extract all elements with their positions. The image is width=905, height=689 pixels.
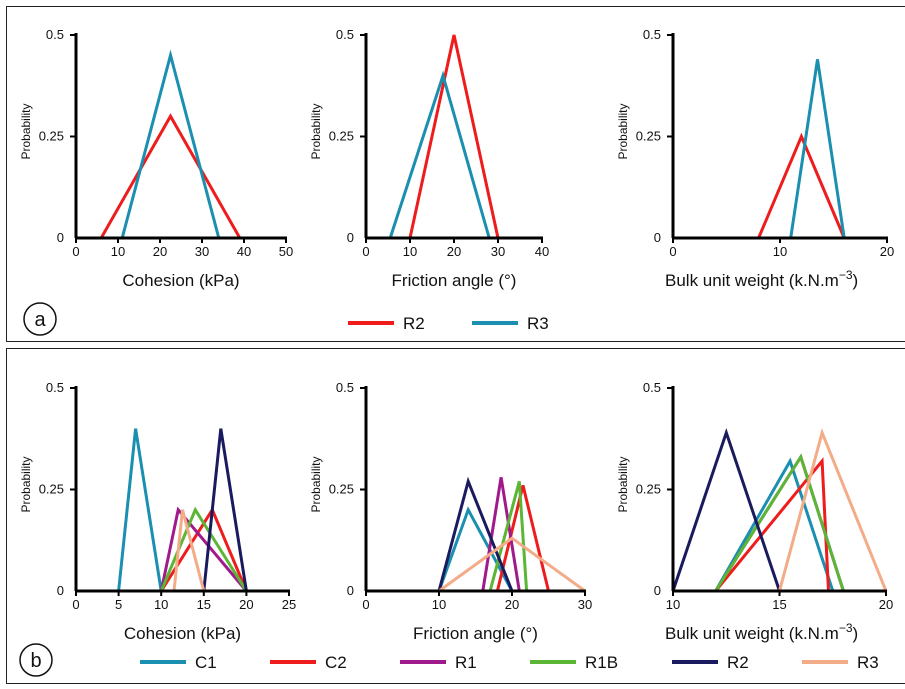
legend-label-r2: R2 [403, 314, 425, 333]
x-tick-label: 30 [491, 244, 505, 259]
x-tick-label: 10 [154, 597, 168, 612]
x-tick-label: 50 [279, 244, 293, 259]
x-tick-label: 10 [666, 597, 680, 612]
x-tick-label: 0 [72, 597, 79, 612]
x-axis-label-end: ) [853, 271, 859, 290]
x-tick-label: 20 [153, 244, 167, 259]
x-tick-label: 0 [669, 244, 676, 259]
x-axis-label: Bulk unit weight (k.N.m−3) [665, 268, 858, 290]
x-tick-label: 20 [447, 244, 461, 259]
y-tick-label: 0.5 [643, 27, 661, 42]
x-axis-label: Friction angle (°) [413, 624, 538, 643]
panel-label-b-text: b [30, 650, 41, 672]
legend-label-r1b: R1B [585, 653, 618, 672]
series-line-r3 [789, 59, 846, 239]
legend-label-r3: R3 [527, 314, 549, 333]
x-tick-label: 40 [535, 244, 549, 259]
x-tick-label: 10 [403, 244, 417, 259]
y-tick-label: 0 [347, 583, 354, 598]
chart-6: 0 0.25 0.5 10 15 20 Probability Bulk unit weigh… [616, 380, 893, 643]
series-line-r2 [99, 113, 242, 239]
legend-label-r1: R1 [455, 653, 477, 672]
series-line-r2 [671, 427, 781, 592]
x-axis-label-end: ) [853, 624, 859, 643]
x-axis-label: Cohesion (kPa) [122, 271, 239, 290]
chart-1: 0 0.25 0.5 0 10 20 30 40 50 Probability Cohesion (… [19, 27, 293, 290]
x-axis-label: Cohesion (kPa) [124, 624, 241, 643]
x-tick-label: 25 [282, 597, 296, 612]
y-tick-label: 0.5 [336, 380, 354, 395]
panel-b-frame [6, 348, 905, 684]
y-tick-label: 0.25 [39, 482, 64, 497]
y-tick-label: 0.5 [643, 380, 661, 395]
x-tick-label: 40 [237, 244, 251, 259]
y-tick-label: 0 [347, 230, 354, 245]
y-axis-label: Probability [19, 103, 33, 159]
x-axis-label-superscript: −3 [839, 268, 853, 282]
x-tick-label: 15 [197, 597, 211, 612]
legend-label-c1: C1 [195, 653, 217, 672]
x-tick-label: 0 [362, 244, 369, 259]
y-axis-label: Probability [616, 103, 630, 159]
legend-a: R2 R3 [348, 314, 549, 333]
panel-a-frame [6, 6, 905, 342]
y-tick-label: 0 [654, 583, 661, 598]
panel-label-a: a [23, 302, 57, 336]
panel-label-a-text: a [34, 309, 46, 331]
y-tick-label: 0.25 [329, 129, 354, 144]
x-tick-label: 20 [880, 244, 894, 259]
x-tick-label: 0 [72, 244, 79, 259]
x-tick-label: 5 [115, 597, 122, 612]
y-tick-label: 0.25 [636, 482, 661, 497]
x-tick-label: 30 [578, 597, 592, 612]
y-tick-label: 0.25 [636, 129, 661, 144]
y-tick-label: 0 [57, 230, 64, 245]
legend-label-r2: R2 [727, 653, 749, 672]
legend-label-c2: C2 [325, 653, 347, 672]
x-axis-label-superscript: −3 [839, 621, 853, 635]
series-line-r3 [120, 49, 221, 239]
legend-label-r3: R3 [857, 653, 879, 672]
x-axis-label: Friction angle (°) [392, 271, 517, 290]
series-line-r1b [488, 481, 529, 592]
panel-label-b: b [19, 643, 53, 677]
chart-2: 0 0.25 0.5 0 10 20 30 40 Probability Friction ang… [309, 27, 549, 290]
y-tick-label: 0.25 [329, 482, 354, 497]
y-tick-label: 0.5 [336, 27, 354, 42]
y-tick-label: 0.5 [46, 380, 64, 395]
y-tick-label: 0 [57, 583, 64, 598]
x-tick-label: 10 [773, 244, 787, 259]
y-tick-label: 0.25 [39, 129, 64, 144]
chart-4: 0 0.25 0.5 0 5 10 15 20 25 Probability Cohesion (k… [19, 380, 296, 643]
y-tick-label: 0.5 [46, 27, 64, 42]
chart-5: 0 0.25 0.5 0 10 20 30 Probability Friction angle… [309, 380, 592, 643]
x-tick-label: 20 [505, 597, 519, 612]
legend-b: C1 C2 R1 R1B R2 R3 [140, 653, 879, 672]
y-axis-label: Probability [19, 456, 33, 512]
chart-3: 0 0.25 0.5 0 10 20 Probability Bulk unit weight… [616, 27, 894, 290]
x-tick-label: 20 [879, 597, 893, 612]
x-tick-label: 30 [195, 244, 209, 259]
x-tick-label: 20 [239, 597, 253, 612]
series-line-c1 [117, 428, 163, 592]
y-tick-label: 0 [654, 230, 661, 245]
x-tick-label: 15 [772, 597, 786, 612]
x-tick-label: 10 [432, 597, 446, 612]
x-tick-label: 0 [362, 597, 369, 612]
x-tick-label: 10 [111, 244, 125, 259]
series-line-r3 [778, 427, 888, 592]
y-axis-label: Probability [616, 456, 630, 512]
x-axis-label: Bulk unit weight (k.N.m−3) [665, 621, 858, 643]
y-axis-label: Probability [309, 103, 323, 159]
y-axis-label: Probability [309, 456, 323, 512]
